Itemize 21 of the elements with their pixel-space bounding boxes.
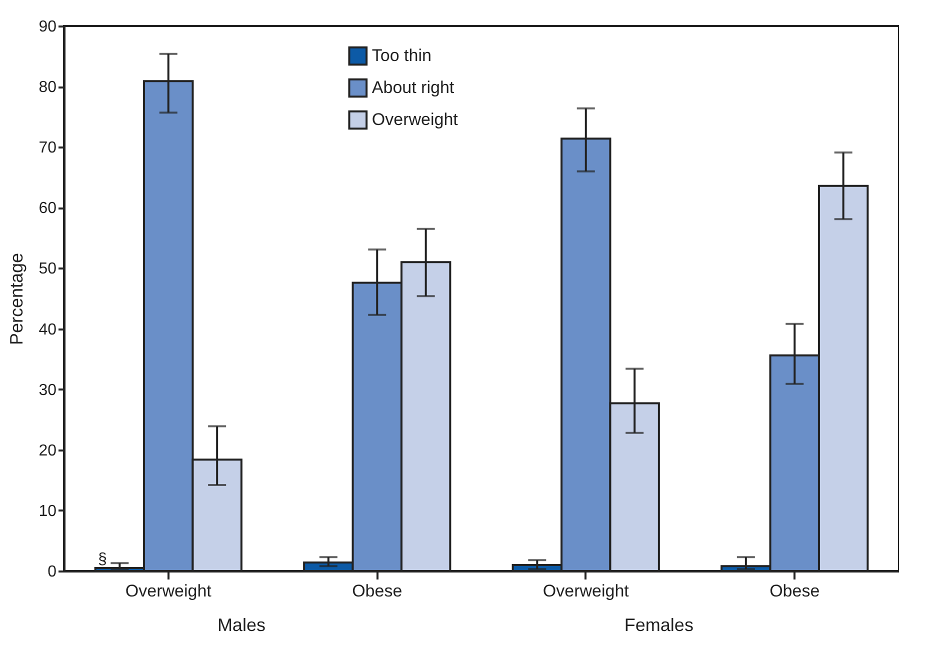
y-tick-label: 80 (38, 79, 57, 96)
x-tick-label: Overweight (125, 582, 212, 600)
x-tick-label: Obese (770, 582, 820, 600)
y-tick-label: 50 (38, 260, 57, 278)
annotation: § (98, 551, 107, 568)
legend-label: About right (372, 78, 454, 97)
y-tick-label: 10 (38, 502, 57, 520)
x-tick-label: Overweight (542, 582, 630, 600)
legend-label: Overweight (372, 110, 458, 129)
y-tick-label: 20 (38, 442, 57, 460)
y-axis-title: Percentage (6, 252, 27, 346)
text: Females (624, 615, 694, 635)
y-tick-label: 90 (38, 18, 57, 36)
y-tick-label: 30 (38, 382, 57, 399)
text: Males (217, 615, 266, 635)
y-tick-label: 0 (48, 564, 57, 580)
y-tick-label: 60 (38, 200, 57, 218)
y-tick-label: 70 (38, 140, 57, 157)
x-tick-label: Obese (352, 582, 402, 600)
y-tick-label: 40 (38, 321, 57, 338)
legend-label: Too thin (372, 46, 432, 65)
